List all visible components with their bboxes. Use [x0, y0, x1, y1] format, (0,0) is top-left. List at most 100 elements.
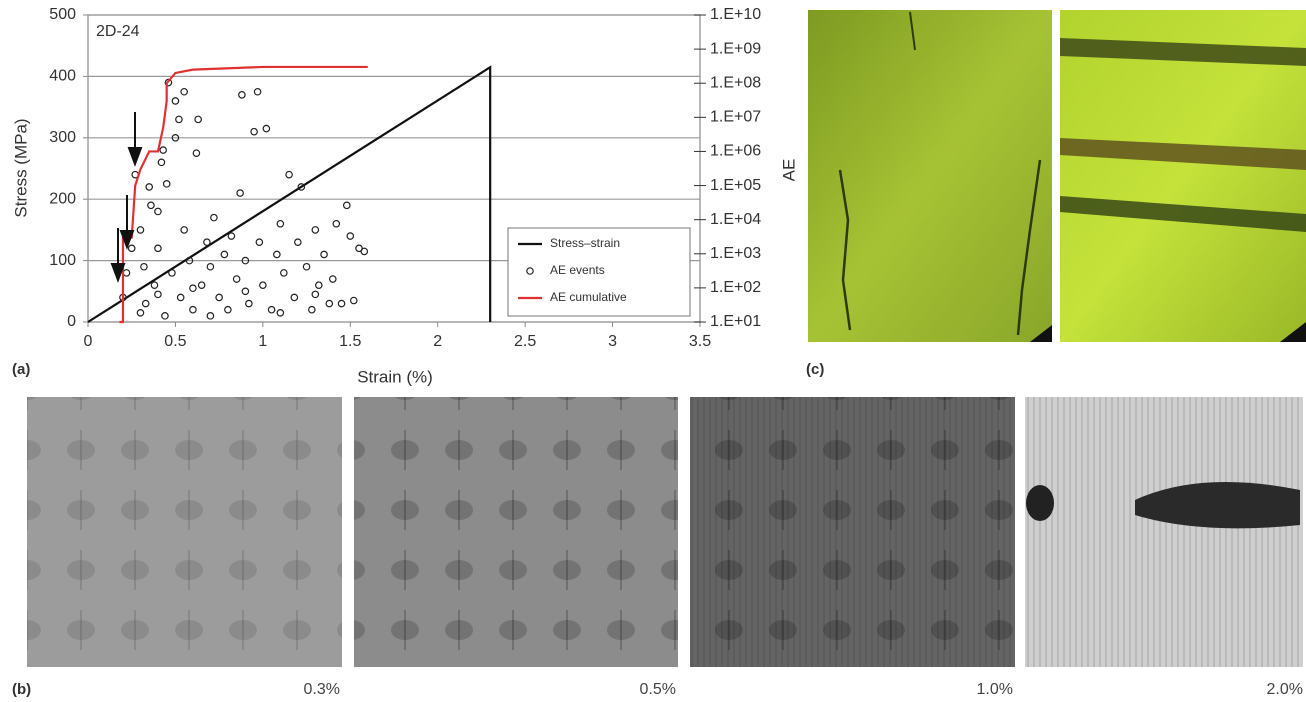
data-line	[87, 65, 492, 323]
data-point	[311, 226, 320, 234]
data-point	[162, 180, 171, 188]
data-point	[241, 256, 250, 265]
data-point	[360, 247, 369, 256]
data-point	[297, 183, 306, 191]
y2-tick-label: 1.E+08	[710, 74, 761, 91]
data-point	[238, 91, 246, 99]
data-point	[250, 127, 258, 136]
data-point	[245, 299, 253, 308]
x-tick-label: 3.5	[689, 333, 711, 350]
data-point	[122, 269, 131, 277]
data-point	[232, 275, 241, 283]
image-caption: 0.5%	[640, 681, 676, 698]
data-point	[342, 201, 351, 210]
data-point	[150, 281, 159, 289]
data-point	[236, 189, 244, 197]
y-tick-label: 500	[49, 6, 76, 23]
legend-label: AE cumulative	[550, 290, 627, 304]
image-caption: 2.0%	[1267, 681, 1303, 698]
data-point	[337, 299, 346, 308]
image-caption: 1.0%	[977, 681, 1013, 698]
micrograph-b	[27, 397, 1303, 667]
y-tick-label: 100	[49, 252, 76, 269]
panel-label: (c)	[806, 361, 824, 378]
data-point	[180, 87, 188, 96]
data-point	[349, 296, 358, 305]
data-point	[197, 281, 206, 289]
y2-tick-label: 1.E+07	[710, 109, 761, 126]
data-point	[259, 281, 267, 289]
data-point	[157, 158, 166, 167]
y-tick-label: 300	[49, 129, 76, 146]
y2-tick-label: 1.E+04	[710, 211, 761, 228]
data-point	[127, 244, 136, 253]
x-axis-title: Strain (%)	[357, 367, 433, 386]
x-tick-label: 1.5	[339, 333, 361, 350]
data-point	[206, 262, 215, 271]
data-point	[285, 170, 293, 179]
data-point	[280, 269, 288, 277]
y2-axis-title: AE	[779, 159, 798, 182]
data-point	[220, 250, 229, 259]
legend-label: Stress–strain	[550, 236, 620, 250]
legend: Stress–strain AE events AE cumulative	[507, 227, 691, 317]
data-point	[192, 149, 201, 157]
data-point	[154, 244, 162, 253]
data-point	[224, 305, 232, 314]
data-point	[276, 308, 285, 317]
y-axis-title: Stress (MPa)	[11, 118, 30, 217]
data-point	[325, 299, 334, 308]
y2-tick-label: 1.E+05	[710, 177, 761, 194]
data-point	[320, 250, 328, 259]
data-point	[267, 305, 276, 314]
data-point	[145, 183, 154, 191]
x-tick-label: 0.5	[164, 333, 186, 350]
image-caption: 0.3%	[304, 681, 340, 698]
y-tick-label: 200	[49, 190, 76, 207]
data-point	[171, 97, 180, 105]
y2-tick-label: 1.E+06	[710, 143, 761, 160]
data-point	[203, 238, 211, 246]
chart: 0 100 200 300 400 500 0 0.5 1 1.5 2 2.5 3 3.5 1.E+01 1.…	[49, 6, 761, 350]
data-point	[136, 308, 145, 317]
y-tick-label: 0	[67, 313, 76, 330]
annotation: 2D-24	[96, 23, 140, 40]
legend-marker	[526, 267, 534, 275]
data-point	[346, 232, 355, 240]
data-point	[206, 312, 215, 320]
x-tick-label: 2	[433, 333, 442, 350]
data-point	[141, 299, 150, 308]
data-point	[154, 207, 162, 216]
data-point	[175, 115, 183, 124]
legend-box	[507, 227, 691, 317]
data-point	[332, 219, 341, 228]
micrograph-c	[808, 10, 1306, 342]
data-point	[311, 290, 320, 299]
panel-label: (a)	[12, 361, 30, 378]
legend-label: AE events	[550, 263, 605, 277]
data-point	[255, 238, 264, 246]
data-point	[185, 256, 194, 265]
y-tick-label: 400	[49, 68, 76, 85]
data-point	[161, 312, 169, 320]
data-point	[210, 213, 218, 222]
data-point	[253, 87, 262, 96]
data-point	[164, 78, 173, 87]
data-point	[308, 305, 316, 314]
data-point	[171, 134, 180, 142]
panel-label: (b)	[12, 681, 31, 698]
data-point	[290, 293, 299, 302]
y2-tick-label: 1.E+10	[710, 6, 761, 23]
y2-tick-label: 1.E+09	[710, 40, 761, 57]
data-point	[136, 226, 145, 234]
data-point	[189, 305, 197, 314]
data-point	[328, 275, 337, 283]
arrows	[110, 112, 143, 283]
y2-tick-label: 1.E+03	[710, 245, 761, 262]
data-point	[159, 146, 167, 154]
data-point	[315, 281, 323, 289]
data-point	[140, 262, 148, 271]
data-point	[194, 115, 202, 124]
y2-tick-label: 1.E+01	[710, 313, 761, 330]
